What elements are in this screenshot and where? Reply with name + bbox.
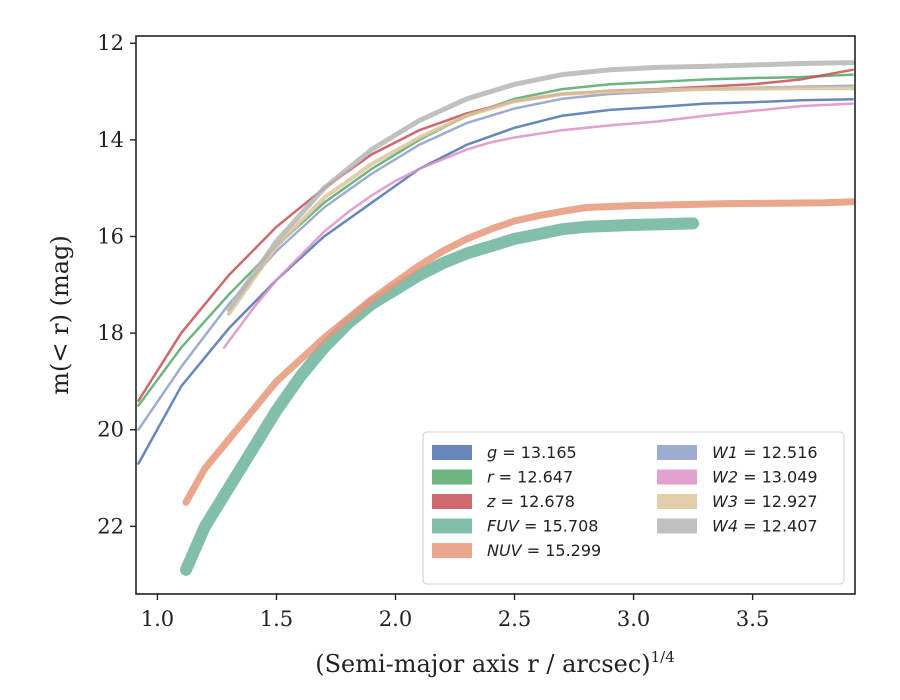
series-line-w4 [226, 60, 855, 312]
series-line-z [137, 68, 854, 403]
x-axis: 1.0 1.5 2.0 2.5 3.0 3.5 [141, 594, 769, 631]
legend-label-w3: W3 = 12.927 [712, 492, 818, 511]
legend-label-w1: W1 = 12.516 [712, 443, 818, 462]
legend-swatch-nuv [432, 543, 472, 558]
legend: g = 13.165 r = 12.647 z = 12.678 FUV = 15.7… [422, 431, 845, 585]
x-tick-label: 1.0 [141, 607, 174, 631]
legend-label-r: r = 12.647 [487, 468, 573, 487]
legend-box [422, 431, 845, 585]
y-axis: 12 14 16 18 20 22 [97, 31, 136, 538]
legend-label-w4: W4 = 12.407 [712, 517, 818, 536]
legend-swatch-w2 [657, 469, 697, 485]
legend-swatch-r [432, 469, 472, 485]
series-line-fuv [180, 217, 700, 576]
series-line-w2 [222, 102, 854, 349]
y-tick-label: 12 [97, 31, 124, 55]
x-tick-label: 3.5 [736, 607, 769, 631]
series-line-nuv [182, 198, 855, 506]
legend-label-g: g = 13.165 [487, 443, 577, 462]
legend-swatch-fuv [432, 518, 472, 534]
legend-swatch-w1 [657, 445, 697, 460]
y-tick-label: 16 [97, 224, 124, 248]
legend-swatch-w4 [657, 518, 697, 534]
y-axis-label: m(< r) (mag) [46, 235, 74, 394]
legend-swatch-g [432, 445, 472, 460]
legend-swatch-z [432, 494, 472, 509]
series-line-g [137, 98, 854, 465]
x-axis-label: (Semi-major axis r / arcsec)1/4 [315, 648, 675, 678]
x-tick-label: 3.0 [617, 607, 650, 631]
legend-label-z: z = 12.678 [486, 492, 575, 511]
plot-frame [135, 35, 856, 595]
y-tick-label: 14 [97, 128, 124, 152]
x-tick-label: 1.5 [260, 607, 293, 631]
y-tick-label: 20 [97, 418, 124, 442]
x-tick-label: 2.0 [379, 607, 412, 631]
legend-label-nuv: NUV = 15.299 [487, 541, 601, 560]
legend-swatch-w3 [657, 494, 697, 509]
series-layer [137, 60, 855, 576]
y-tick-label: 18 [97, 321, 124, 345]
y-tick-label: 22 [97, 514, 124, 538]
legend-label-fuv: FUV = 15.708 [487, 517, 598, 536]
legend-label-w2: W2 = 13.049 [712, 468, 818, 487]
x-tick-label: 2.5 [498, 607, 531, 631]
series-line-w3 [226, 86, 855, 316]
